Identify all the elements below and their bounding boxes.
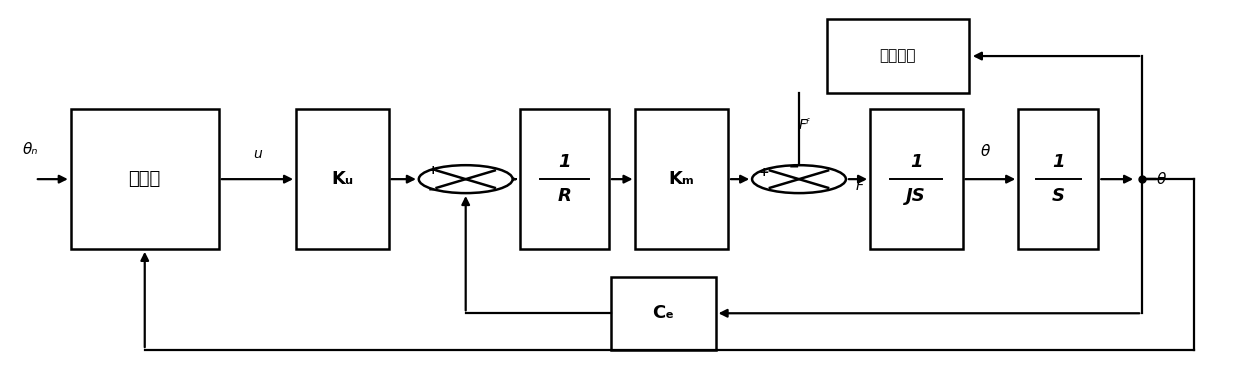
Text: Kᵤ: Kᵤ <box>331 170 353 188</box>
Text: u: u <box>253 147 262 161</box>
Text: +: + <box>428 164 438 177</box>
Text: Fᶠ: Fᶠ <box>799 118 811 132</box>
Text: −: − <box>428 184 438 197</box>
Text: 1: 1 <box>910 153 923 172</box>
Circle shape <box>419 165 512 193</box>
Bar <box>827 19 968 93</box>
Text: S: S <box>1052 187 1065 205</box>
Text: +: + <box>759 166 769 179</box>
Bar <box>611 276 715 350</box>
Text: 1: 1 <box>558 153 570 172</box>
Bar <box>635 109 728 249</box>
Text: 1: 1 <box>1052 153 1064 172</box>
Text: Cₑ: Cₑ <box>652 304 675 322</box>
Text: R: R <box>558 187 572 205</box>
Text: JS: JS <box>906 187 926 205</box>
Text: F: F <box>856 179 864 193</box>
Bar <box>296 109 388 249</box>
Bar <box>71 109 218 249</box>
Text: 摩擦模型: 摩擦模型 <box>879 48 916 63</box>
Text: 控制器: 控制器 <box>129 170 161 188</box>
Text: θₙ: θₙ <box>22 142 38 157</box>
Text: −: − <box>789 161 800 174</box>
Circle shape <box>753 165 846 193</box>
Bar <box>520 109 609 249</box>
Bar <box>870 109 962 249</box>
Text: θ: θ <box>1157 172 1167 186</box>
Text: Kₘ: Kₘ <box>668 170 694 188</box>
Text: θ̇: θ̇ <box>981 144 991 159</box>
Bar <box>1018 109 1099 249</box>
